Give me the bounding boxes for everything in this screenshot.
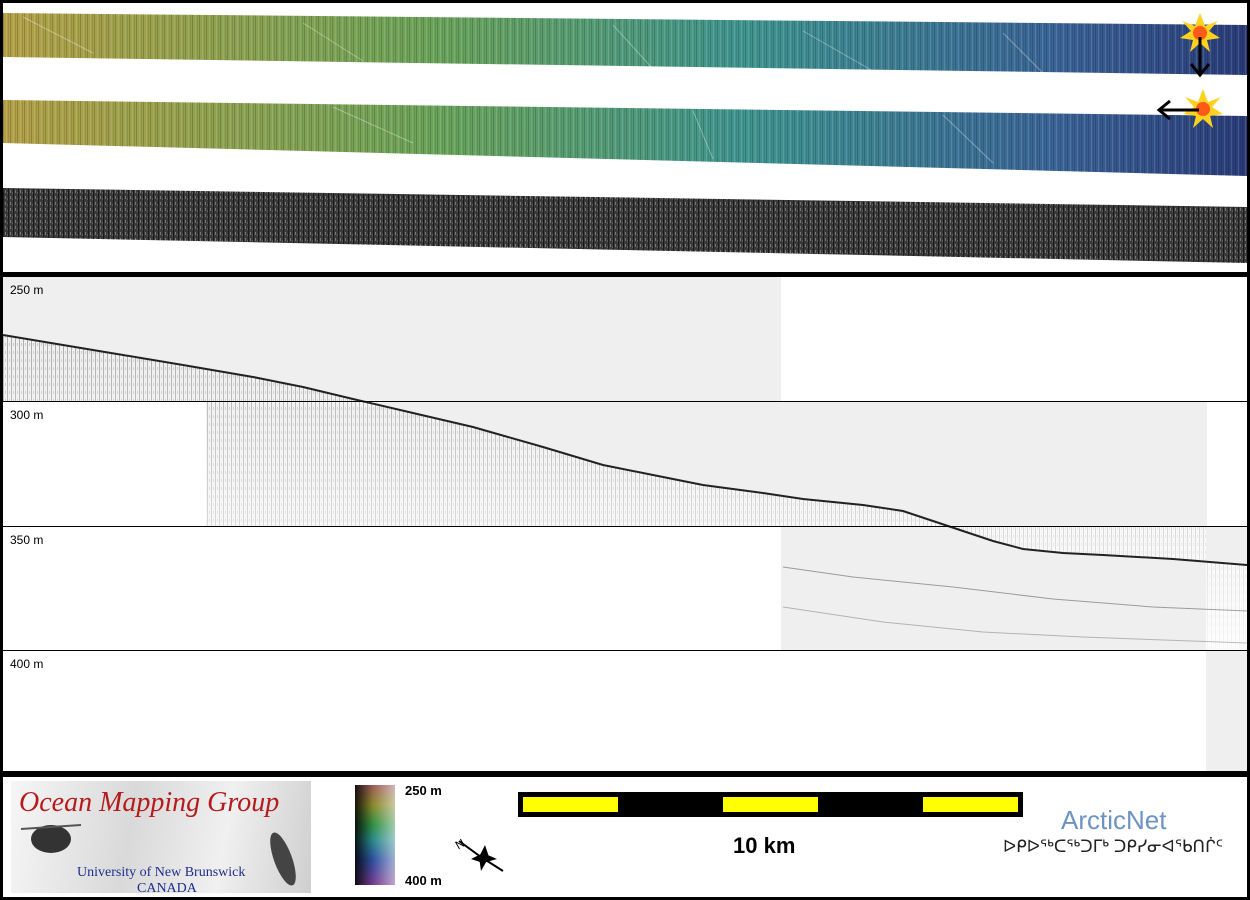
sun-icon	[1180, 13, 1220, 52]
depth-label: 250 m	[10, 283, 44, 297]
depth-label: 400 m	[10, 657, 44, 671]
depth-label: 300 m	[10, 408, 44, 422]
arrow-left-icon	[1156, 99, 1199, 121]
scale-bar	[518, 792, 1023, 817]
north-arrow-icon: N	[453, 836, 504, 872]
seafloor-profile	[3, 334, 1247, 651]
colorbar-bottom-label: 400 m	[405, 873, 442, 888]
swath-panel	[3, 3, 1247, 272]
swath-canvas	[3, 13, 1247, 263]
depth-gridline	[3, 526, 1247, 527]
profile-segment	[1206, 651, 1247, 771]
depth-gridline	[3, 401, 1247, 402]
arcticnet-syllabics: ᐅᑭᐅᖅᑕᖅᑐᒥᒃ ᑐᑭᓯᓂᐊᖃᑎᒌᑦ	[1003, 837, 1224, 856]
backscatter-swath	[3, 188, 1247, 263]
arrow-down-icon	[1189, 37, 1211, 78]
arcticnet-logo: ArcticNet	[1061, 805, 1167, 835]
sun-icon	[1183, 89, 1223, 128]
ocean-mapping-group-logo: Ocean Mapping Group University of New Br…	[11, 781, 311, 896]
profile-panel: 250 m 300 m 350 m 400 m	[3, 277, 1247, 771]
footer-panel: Ocean Mapping Group University of New Br…	[3, 777, 1247, 897]
colorbar-top-label: 250 m	[405, 783, 442, 798]
depth-gridline	[3, 650, 1247, 651]
logo-university: University of New Brunswick	[77, 865, 246, 880]
svg-text:N: N	[453, 836, 468, 852]
scale-label: 10 km	[733, 833, 796, 858]
logo-country: CANADA	[137, 881, 197, 896]
depth-colorbar	[355, 785, 395, 885]
logo-title: Ocean Mapping Group	[19, 787, 280, 818]
depth-label: 350 m	[10, 533, 44, 547]
